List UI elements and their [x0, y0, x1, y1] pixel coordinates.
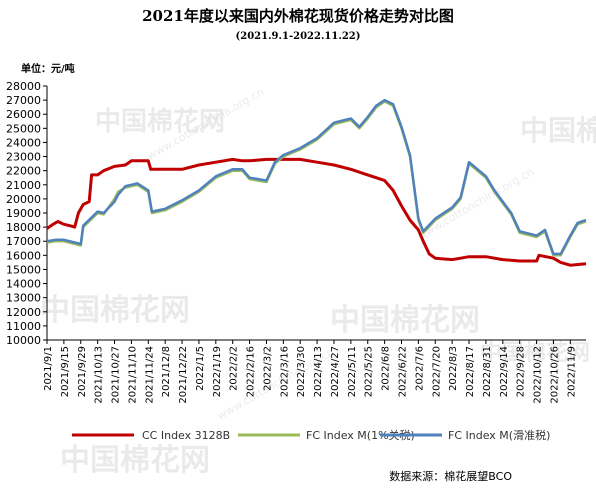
x-tick-label: 2021/11/24 — [144, 346, 155, 404]
legend-label-cc-index: CC Index 3128B — [142, 429, 230, 442]
unit-label: 单位：元/吨 — [21, 62, 75, 75]
y-tick-label: 23000 — [6, 151, 41, 164]
x-tick-label: 2022/5/11 — [347, 346, 358, 397]
x-tick-label: 2021/12/22 — [178, 346, 189, 404]
plot-lines — [46, 98, 587, 267]
x-tick-label: 2022/6/8 — [381, 346, 392, 391]
y-tick-label: 18000 — [6, 221, 41, 234]
x-tick-label: 2022/9/28 — [516, 346, 527, 397]
legend-label-fc-index-1pct: FC Index M(1%关税) — [306, 428, 415, 442]
y-tick-label: 24000 — [6, 136, 41, 149]
legend: CC Index 3128B FC Index M(1%关税) FC Index… — [72, 428, 550, 442]
x-tick-label: 2022/1/5 — [195, 346, 206, 391]
y-tick-label: 10000 — [6, 334, 41, 347]
data-source: 数据来源：棉花展望BCO — [389, 469, 512, 483]
x-tick-label: 2022/11/9 — [566, 346, 577, 397]
series-line-cc-index — [46, 157, 587, 267]
x-tick-label: 2022/6/22 — [398, 346, 409, 397]
x-tick-label: 2022/3/2 — [262, 346, 273, 391]
x-tick-label: 2022/10/12 — [533, 346, 544, 404]
chart-title: 2021年度以来国内外棉花现货价格走势对比图 — [142, 7, 454, 25]
x-tick-label: 2022/4/13 — [313, 346, 324, 397]
x-tick-label: 2021/9/29 — [77, 346, 88, 397]
x-tick-label: 2022/7/6 — [414, 346, 425, 391]
y-tick-label: 13000 — [6, 292, 41, 305]
x-tick-label: 2021/11/10 — [127, 346, 138, 404]
watermark-text: 中国棉花网 — [60, 443, 210, 478]
y-tick-label: 17000 — [6, 235, 41, 248]
x-tick-label: 2021/10/27 — [111, 346, 122, 404]
watermark-text: 中国棉花网 — [480, 340, 590, 366]
x-tick-label: 2021/9/1 — [43, 346, 54, 391]
watermark-text: 中国棉花网 — [520, 114, 596, 147]
watermark-text: 中国棉花网 — [40, 293, 190, 328]
y-tick-label: 26000 — [6, 108, 41, 121]
watermark-text: 中国棉花网 — [95, 107, 225, 137]
y-tick-label: 11000 — [6, 320, 41, 333]
x-tick-label: 2021/10/13 — [94, 346, 105, 404]
y-tick-label: 12000 — [6, 306, 41, 319]
x-axis: 2021/9/1 2021/9/15 2021/9/29 2021/10/13 2021… — [43, 339, 586, 404]
x-tick-label: 2022/3/30 — [296, 346, 307, 397]
y-tick-label: 25000 — [6, 122, 41, 135]
y-tick-label: 21000 — [6, 179, 41, 192]
x-tick-label: 2022/7/20 — [431, 346, 442, 397]
legend-label-fc-index-slide: FC Index M(滑准税) — [448, 428, 550, 442]
x-tick-label: 2022/9/14 — [499, 346, 510, 397]
y-tick-label: 22000 — [6, 165, 41, 178]
series-line-fc-index-slide — [46, 98, 587, 256]
x-tick-label: 2022/10/26 — [549, 346, 560, 404]
x-tick-label: 2021/9/15 — [60, 346, 71, 397]
x-tick-label: 2022/3/16 — [279, 346, 290, 397]
x-tick-label: 2022/1/19 — [212, 346, 223, 397]
watermark-text: 中国棉花网 — [330, 303, 480, 338]
x-tick-label: 2022/8/3 — [448, 346, 459, 391]
y-tick-label: 14000 — [6, 278, 41, 291]
y-tick-label: 27000 — [6, 94, 41, 107]
y-tick-label: 20000 — [6, 193, 41, 206]
x-tick-label: 2022/4/27 — [330, 346, 341, 397]
x-tick-label: 2022/2/2 — [229, 346, 240, 391]
x-tick-label: 2022/8/31 — [482, 346, 493, 397]
x-tick-label: 2022/2/16 — [246, 346, 257, 397]
x-tick-label: 2021/12/8 — [161, 346, 172, 397]
x-tick-label: 2022/5/25 — [364, 346, 375, 397]
y-tick-label: 28000 — [6, 80, 41, 93]
y-tick-label: 16000 — [6, 249, 41, 262]
chart-subtitle: (2021.9.1-2022.11.22) — [236, 31, 361, 42]
y-tick-label: 15000 — [6, 263, 41, 276]
y-tick-label: 19000 — [6, 207, 41, 220]
watermark-layer: 中国棉花网中国棉花网中国棉花网中国棉花网中国棉花网中国棉花网www.cotton… — [40, 85, 596, 478]
x-tick-label: 2022/8/17 — [465, 346, 476, 397]
